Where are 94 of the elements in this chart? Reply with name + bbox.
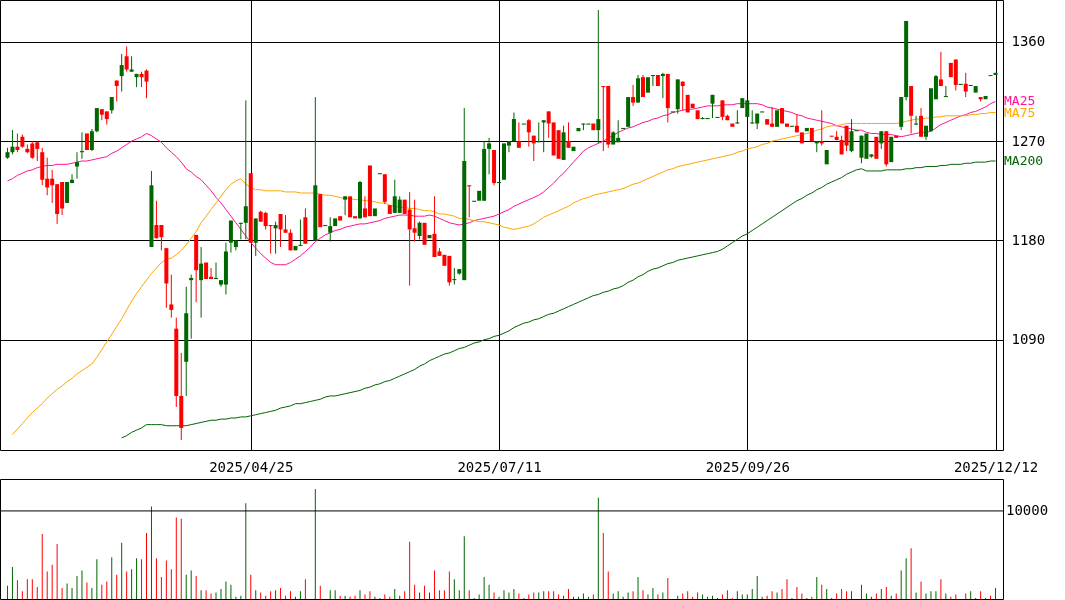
candlestick bbox=[780, 108, 785, 124]
series-label: MA200 bbox=[1004, 153, 1044, 169]
candlestick bbox=[94, 107, 99, 133]
candlestick bbox=[273, 221, 278, 255]
candlestick bbox=[601, 85, 606, 152]
candlestick bbox=[214, 262, 219, 280]
candlestick bbox=[204, 262, 209, 280]
y-tick-label: 1270 bbox=[1011, 132, 1046, 149]
candlestick bbox=[333, 218, 338, 227]
candlestick bbox=[844, 125, 849, 152]
candlestick bbox=[427, 234, 432, 239]
candlestick bbox=[874, 136, 879, 159]
x-tick-label: 2025/09/26 bbox=[705, 458, 790, 475]
candlestick bbox=[849, 118, 854, 153]
candlestick bbox=[765, 119, 770, 125]
candlestick bbox=[487, 137, 492, 175]
line-series bbox=[121, 160, 997, 439]
text: 10000 bbox=[1006, 501, 1049, 518]
candlestick bbox=[526, 118, 531, 148]
candlestick bbox=[516, 121, 521, 149]
candlestick bbox=[799, 132, 804, 144]
candlestick bbox=[467, 184, 472, 218]
candlestick bbox=[626, 97, 631, 127]
candlestick bbox=[74, 151, 79, 180]
candlestick bbox=[412, 199, 417, 243]
candlestick bbox=[720, 99, 725, 121]
candlestick bbox=[824, 150, 829, 165]
candlestick bbox=[859, 135, 864, 164]
candlestick bbox=[576, 127, 581, 132]
candlestick bbox=[536, 121, 541, 143]
y-tick-label: 1180 bbox=[1011, 231, 1046, 248]
candlestick bbox=[750, 109, 755, 125]
candlestick bbox=[343, 195, 348, 216]
candlestick bbox=[367, 165, 372, 217]
candlestick bbox=[328, 216, 333, 243]
candlestick bbox=[278, 213, 283, 248]
x-tick-label: 2025/07/11 bbox=[457, 458, 542, 475]
candlestick bbox=[914, 115, 919, 126]
candlestick bbox=[695, 110, 700, 120]
candlestick bbox=[124, 45, 129, 73]
candlestick bbox=[889, 136, 894, 163]
candlestick bbox=[591, 123, 596, 131]
y-tick-label: 1360 bbox=[1011, 33, 1046, 50]
candlestick bbox=[938, 51, 943, 87]
candlestick bbox=[809, 127, 814, 142]
candlestick bbox=[621, 127, 626, 130]
candlestick bbox=[422, 222, 427, 245]
candlestick bbox=[432, 195, 437, 258]
candlestick bbox=[973, 86, 978, 93]
candlestick bbox=[943, 85, 948, 98]
candlestick bbox=[596, 9, 601, 144]
candlestick bbox=[318, 194, 323, 228]
candlestick bbox=[79, 131, 84, 160]
candlestick bbox=[199, 246, 204, 319]
candlestick bbox=[735, 109, 740, 125]
candlestick bbox=[650, 74, 655, 87]
candlestick bbox=[154, 200, 159, 239]
x-tick-label: 2025/04/25 bbox=[209, 458, 294, 475]
candlestick bbox=[248, 173, 253, 243]
candlestick bbox=[730, 123, 735, 127]
candlestick bbox=[298, 218, 303, 247]
candlestick bbox=[89, 128, 94, 152]
candlestick bbox=[387, 205, 392, 214]
candlestick bbox=[243, 99, 248, 240]
candlestick bbox=[348, 196, 353, 218]
candlestick bbox=[645, 77, 650, 93]
candlestick bbox=[452, 267, 457, 286]
candlestick bbox=[15, 132, 20, 153]
line-series bbox=[11, 112, 997, 436]
candlestick bbox=[531, 135, 536, 162]
candlestick bbox=[65, 181, 70, 203]
candlestick bbox=[775, 110, 780, 127]
candlestick bbox=[338, 216, 343, 221]
candlestick bbox=[655, 75, 660, 87]
candlestick bbox=[169, 274, 174, 319]
x-tick-label: 2025/12/12 bbox=[953, 458, 1039, 475]
candlestick bbox=[968, 84, 973, 87]
candlestick bbox=[84, 133, 89, 150]
candlestick bbox=[919, 107, 924, 138]
candlestick bbox=[10, 129, 15, 155]
candlestick bbox=[631, 84, 636, 107]
candlestick bbox=[144, 68, 149, 99]
candlestick bbox=[119, 53, 124, 93]
candlestick bbox=[715, 116, 720, 119]
candlestick bbox=[804, 127, 809, 132]
candlestick bbox=[566, 121, 571, 149]
candlestick bbox=[784, 123, 789, 127]
candlestick bbox=[497, 181, 502, 184]
y-tick-label: 1090 bbox=[1011, 331, 1046, 348]
candlestick bbox=[963, 72, 968, 98]
candlestick bbox=[983, 95, 988, 100]
candlestick bbox=[511, 112, 516, 142]
candlestick bbox=[794, 114, 799, 133]
candlestick bbox=[372, 208, 377, 217]
